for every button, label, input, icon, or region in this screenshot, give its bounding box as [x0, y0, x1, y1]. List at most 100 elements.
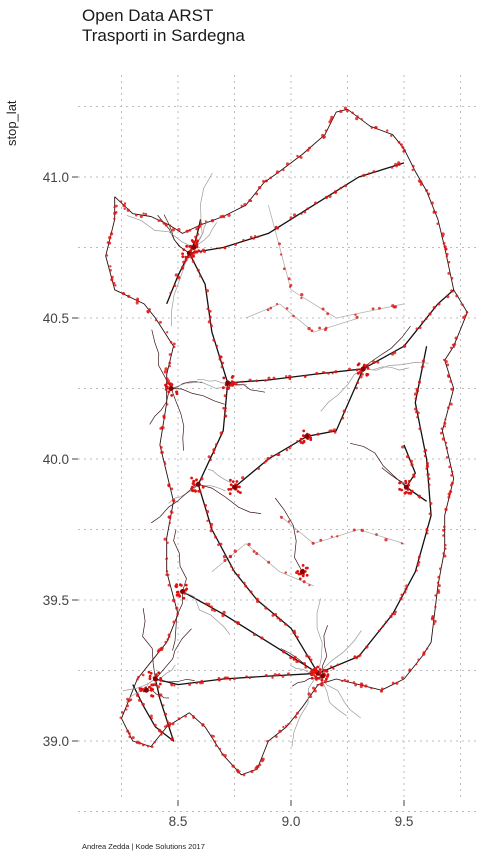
bus-stop	[135, 740, 139, 744]
bus-stop	[415, 663, 418, 666]
bus-stop	[402, 344, 407, 348]
bus-stop	[414, 410, 418, 414]
bus-stop	[256, 600, 259, 604]
bus-stop	[252, 550, 256, 553]
bus-stop	[163, 725, 167, 728]
bus-stop	[442, 552, 446, 555]
tick-labels-layer: 8.5 9.0 9.5 39.0 39.5 40.0 40.5 41.0	[43, 170, 414, 829]
bus-stop	[313, 689, 317, 693]
bus-stop	[341, 416, 345, 420]
bus-stop	[439, 431, 443, 435]
bus-stop	[436, 588, 440, 592]
bus-stop	[355, 386, 358, 390]
bus-stop	[204, 504, 208, 507]
hub-stop	[299, 437, 303, 441]
bus-stop	[321, 307, 325, 311]
bus-stop	[163, 462, 167, 466]
main-route	[155, 672, 319, 686]
bus-stop	[267, 560, 271, 564]
hub	[191, 245, 197, 250]
hub-stop	[230, 380, 234, 384]
bus-stop	[454, 336, 458, 340]
bus-stop	[417, 658, 420, 661]
bus-stop	[233, 549, 237, 553]
hub	[232, 484, 237, 490]
title-line-1: Open Data ARST	[82, 6, 214, 25]
bus-stop	[449, 346, 453, 349]
hub-stop	[164, 384, 168, 388]
bus-stop	[296, 439, 299, 443]
local-route	[198, 484, 262, 514]
bus-stop	[316, 432, 320, 436]
bus-stop	[266, 308, 270, 312]
bus-stop	[126, 208, 130, 212]
bus-stop	[126, 729, 130, 733]
bus-stop	[188, 229, 192, 232]
bus-stop	[167, 483, 171, 487]
bus-stop	[447, 260, 451, 264]
bus-stop	[119, 200, 123, 203]
bus-stop	[269, 176, 272, 180]
bus-stop	[217, 543, 220, 546]
bus-stop	[341, 679, 344, 683]
bus-stop	[253, 235, 257, 238]
bus-stop	[135, 301, 139, 305]
x-tick-label: 9.5	[395, 814, 414, 829]
bus-stop	[163, 460, 166, 464]
bus-stop	[444, 441, 448, 445]
hub-stop	[357, 362, 361, 366]
bus-stop	[168, 635, 171, 639]
bus-stop	[445, 446, 449, 450]
bus-stop	[441, 232, 445, 236]
bus-stop	[201, 248, 205, 252]
bus-stop	[422, 652, 426, 656]
local-route	[170, 388, 185, 451]
bus-stop	[174, 273, 178, 277]
bus-stop	[162, 704, 165, 707]
bus-stop	[204, 220, 208, 223]
bus-stop	[110, 278, 114, 282]
bus-stop	[257, 467, 261, 470]
bus-stop	[192, 715, 195, 718]
bus-stop	[331, 372, 334, 375]
hub-stop	[197, 249, 201, 253]
bus-stop	[310, 329, 314, 333]
bus-stop	[374, 126, 378, 130]
bus-stop	[426, 472, 430, 477]
bus-stop	[218, 357, 222, 361]
bus-stop	[149, 714, 153, 718]
bus-stop	[432, 306, 436, 310]
bus-stop	[343, 678, 346, 682]
bus-stop	[109, 265, 112, 268]
bus-stop	[214, 535, 217, 539]
bus-stop	[372, 170, 376, 174]
bus-stop	[209, 458, 212, 462]
bus-stop	[326, 312, 330, 316]
bus-stop	[465, 310, 469, 314]
hub-stop	[180, 584, 183, 587]
bus-stop	[123, 202, 127, 205]
bus-stop	[165, 377, 169, 381]
hub-stop	[366, 366, 370, 370]
bus-stop	[329, 665, 333, 668]
bus-stop	[214, 443, 218, 446]
bus-stop	[195, 681, 198, 685]
hub-stop	[196, 239, 200, 243]
bus-stop	[303, 210, 307, 214]
hub-stop	[158, 682, 162, 686]
bus-stop	[330, 535, 333, 538]
bus-stop	[300, 212, 303, 215]
bus-stop	[308, 584, 311, 587]
bus-stop	[452, 345, 456, 348]
y-tick-label: 40.0	[43, 452, 69, 467]
bus-stop	[404, 587, 408, 591]
hub-stop	[301, 564, 305, 567]
bus-stop	[180, 265, 185, 270]
bus-stop	[441, 437, 446, 441]
bus-stop	[163, 712, 168, 716]
hub-stop	[201, 485, 205, 489]
bus-stop	[175, 606, 179, 610]
bus-stop	[242, 773, 246, 777]
local-route	[171, 381, 203, 389]
bus-stop	[252, 237, 256, 240]
